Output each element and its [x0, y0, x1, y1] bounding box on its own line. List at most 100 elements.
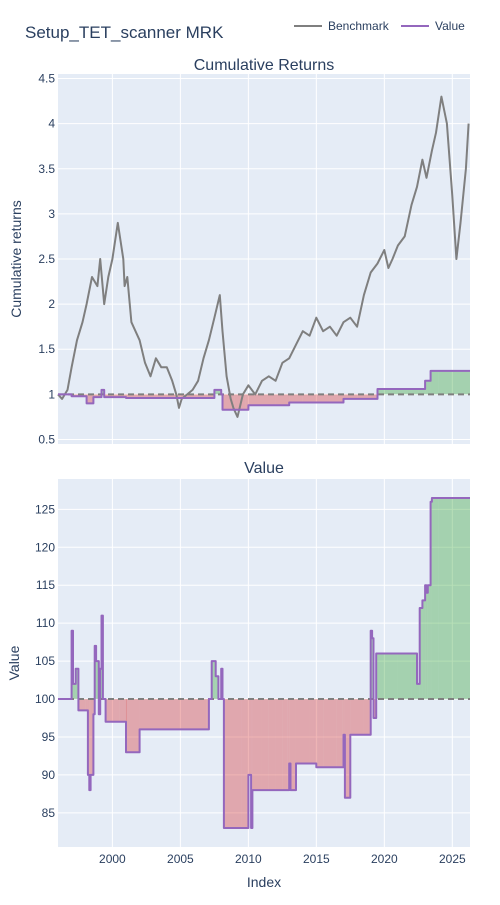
cumulative-returns-y-ticks: 0.5 1 1.5 2 2.5 3 3.5 4 4.5 — [38, 72, 55, 447]
gain-fill-segment — [430, 370, 439, 395]
y-tick-label: 125 — [35, 502, 55, 516]
loss-fill-segment — [350, 699, 364, 735]
gain-fill-segment — [384, 388, 412, 395]
loss-fill-segment — [290, 699, 296, 791]
loss-fill-segment — [125, 394, 181, 398]
loss-fill-segment — [119, 699, 126, 722]
x-tick-label: 2025 — [439, 852, 466, 866]
y-tick-label: 105 — [35, 654, 55, 668]
loss-fill-segment — [295, 699, 310, 764]
x-tick-label: 2020 — [371, 852, 398, 866]
y-tick-label: 120 — [35, 540, 55, 554]
loss-fill-segment — [275, 394, 290, 406]
loss-fill-segment — [289, 699, 291, 764]
y-tick-label: 110 — [36, 616, 55, 630]
loss-fill-segment — [287, 699, 290, 791]
loss-fill-segment — [90, 699, 94, 775]
value-series-line[interactable] — [58, 497, 470, 829]
cumulative-returns-panel: 0.5 1 1.5 2 2.5 3 3.5 4 4.5 Cumulative Returns C… — [8, 57, 470, 446]
value-plot-area[interactable] — [58, 479, 470, 847]
cumulative-returns-grid — [58, 74, 470, 444]
y-tick-label: 2.5 — [38, 252, 55, 266]
loss-fill-segment — [289, 394, 303, 403]
gain-fill-segment — [75, 668, 79, 700]
loss-fill-segment — [344, 699, 351, 798]
loss-fill-segment — [373, 699, 377, 719]
gain-fill-segment — [72, 683, 76, 700]
gain-fill-segment — [101, 389, 105, 395]
benchmark-series-line[interactable] — [57, 95, 470, 418]
loss-fill-segment — [343, 394, 358, 399]
loss-fill-segment — [329, 394, 344, 403]
gain-fill-segment — [384, 653, 398, 700]
value-lines — [58, 497, 470, 829]
loss-fill-segment — [139, 699, 181, 730]
loss-fill-segment — [316, 699, 318, 768]
value-series-line[interactable] — [58, 369, 470, 411]
y-tick-label: 2 — [48, 297, 55, 311]
loss-fill-segment — [245, 394, 249, 410]
loss-fill-segment — [223, 699, 242, 829]
y-tick-label: 3.5 — [38, 162, 55, 176]
loss-fill-segment — [105, 699, 120, 722]
loss-fill-segment — [317, 699, 324, 768]
loss-fill-segment — [248, 394, 276, 406]
cumulative-returns-y-label: Cumulative returns — [8, 200, 24, 318]
y-tick-label: 4.5 — [38, 72, 55, 86]
gain-fill-segment — [425, 380, 431, 395]
value-fills — [71, 497, 470, 829]
gain-fill-segment — [452, 497, 470, 700]
y-tick-label: 0.5 — [38, 432, 55, 446]
chart-title: Setup_TET_scanner MRK — [25, 23, 224, 42]
loss-fill-segment — [302, 394, 317, 403]
y-tick-label: 4 — [48, 117, 55, 131]
loss-fill-segment — [251, 699, 253, 829]
y-tick-label: 100 — [35, 692, 55, 706]
loss-fill-segment — [314, 699, 317, 764]
y-tick-label: 90 — [42, 768, 56, 782]
y-tick-label: 3 — [48, 207, 55, 221]
loss-fill-segment — [104, 394, 113, 398]
gain-fill-segment — [452, 370, 470, 395]
loss-fill-segment — [336, 699, 343, 768]
gain-fill-segment — [377, 653, 385, 700]
gain-fill-segment — [422, 600, 426, 700]
gain-fill-segment — [430, 501, 432, 700]
gain-fill-segment — [425, 585, 427, 700]
value-x-label: Index — [247, 874, 281, 890]
loss-fill-segment — [241, 699, 248, 829]
cumulative-returns-lines — [57, 95, 470, 418]
loss-fill-segment — [252, 699, 262, 791]
cumulative-returns-title: Cumulative Returns — [194, 57, 335, 74]
loss-fill-segment — [206, 699, 208, 730]
legend-value-label[interactable]: Value — [435, 19, 465, 33]
loss-fill-segment — [282, 699, 288, 791]
legend[interactable]: Benchmark Value — [294, 19, 465, 33]
value-panel: 85 90 95 100 105 110 115 120 125 2000 2005 2010 201… — [6, 460, 470, 890]
loss-fill-segment — [86, 394, 92, 404]
y-tick-label: 95 — [42, 730, 56, 744]
loss-fill-segment — [370, 394, 378, 399]
loss-fill-segment — [207, 394, 215, 398]
gain-fill-segment — [377, 388, 385, 395]
loss-fill-segment — [125, 699, 127, 722]
loss-fill-segment — [248, 699, 252, 775]
loss-fill-segment — [363, 699, 370, 735]
gain-fill-segment — [418, 388, 426, 395]
loss-fill-segment — [193, 394, 208, 398]
y-tick-label: 1 — [48, 387, 55, 401]
gain-fill-segment — [438, 497, 453, 700]
gain-fill-segment — [411, 388, 419, 395]
loss-fill-segment — [261, 699, 269, 791]
loss-fill-segment — [193, 699, 207, 730]
loss-fill-segment — [93, 394, 99, 398]
loss-fill-segment — [275, 699, 283, 791]
value-title: Value — [244, 460, 284, 477]
legend-benchmark-label[interactable]: Benchmark — [328, 19, 390, 33]
loss-fill-segment — [268, 699, 276, 791]
loss-fill-segment — [85, 699, 88, 711]
loss-fill-segment — [222, 394, 235, 410]
y-tick-label: 115 — [36, 578, 55, 592]
